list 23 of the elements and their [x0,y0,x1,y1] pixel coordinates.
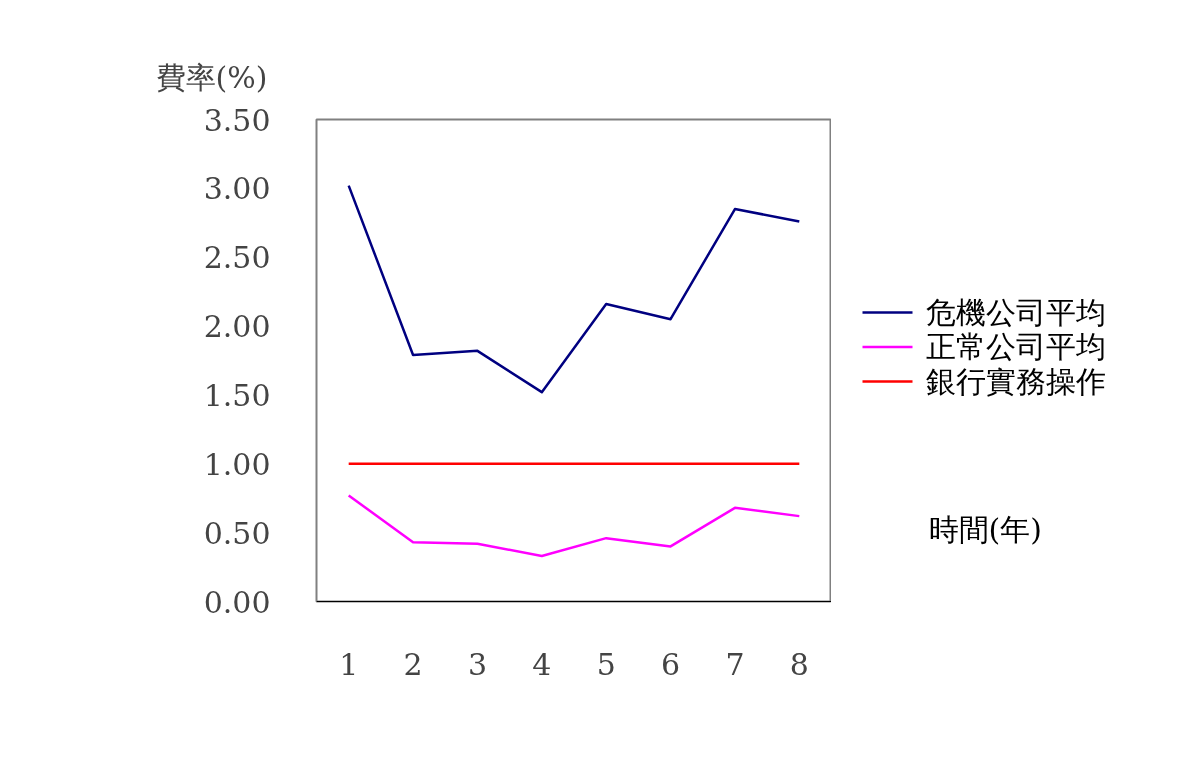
y-tick-label: 0.50 [203,515,271,551]
legend-label: 危機公司平均 [925,294,1106,330]
x-tick-label: 3 [467,646,487,682]
legend-label: 銀行實務操作 [925,363,1106,399]
x-tick-label: 8 [789,646,809,682]
y-tick-label: 3.00 [203,171,271,207]
x-tick-label: 1 [339,646,359,682]
y-tick-label: 1.00 [203,446,271,482]
x-tick-label: 6 [661,646,681,682]
y-tick-label: 2.00 [203,309,271,345]
x-tick-label: 5 [596,646,616,682]
x-tick-label: 4 [532,646,552,682]
x-tick-label: 7 [725,646,745,682]
line-series [347,494,801,558]
line-series [347,184,801,394]
x-axis-title: 時間(年) [928,511,1042,547]
y-tick-label: 3.50 [203,102,271,138]
x-tick-label: 2 [403,646,423,682]
y-axis-title: 費率(%) [155,59,268,95]
y-tick-label: 2.50 [203,240,271,276]
y-tick-label: 0.00 [203,584,271,620]
y-tick-label: 1.50 [203,377,271,413]
legend-label: 正常公司平均 [925,329,1106,365]
